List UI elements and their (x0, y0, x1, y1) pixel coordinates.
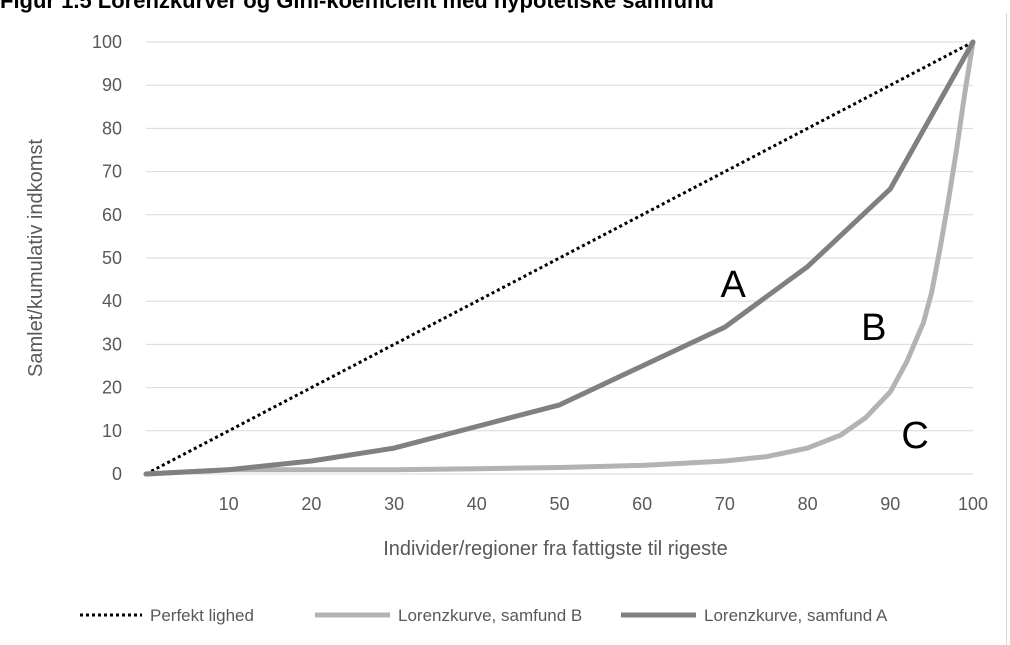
y-tick-label: 80 (102, 118, 122, 138)
y-tick-label: 40 (102, 291, 122, 311)
y-tick-label: 90 (102, 75, 122, 95)
annotation-a: A (720, 264, 746, 306)
legend-label-3: Lorenzkurve, samfund A (704, 606, 888, 625)
x-tick-label: 30 (384, 494, 404, 514)
annotation-c: C (901, 415, 928, 457)
x-tick-label: 10 (219, 494, 239, 514)
series-line-2 (143, 39, 976, 477)
y-tick-label: 10 (102, 421, 122, 441)
legend-label-1: Perfekt lighed (150, 606, 254, 625)
x-tick-label: 80 (798, 494, 818, 514)
y-tick-label: 50 (102, 248, 122, 268)
legend-label-2: Lorenzkurve, samfund B (398, 606, 582, 625)
y-tick-label: 20 (102, 378, 122, 398)
y-axis-title: Samlet/kumulativ indkomst (25, 139, 47, 377)
x-tick-label: 40 (467, 494, 487, 514)
chart-title: Figur 1.5 Lorenzkurver og Gini-koefficie… (0, 0, 714, 13)
y-tick-label: 100 (92, 32, 122, 52)
x-tick-label: 70 (715, 494, 735, 514)
x-axis-title: Individer/regioner fra fattigste til rig… (383, 538, 728, 560)
x-tick-label: 100 (958, 494, 988, 514)
chart-frame (0, 13, 1007, 645)
annotation-b: B (861, 307, 886, 349)
y-tick-label: 70 (102, 162, 122, 182)
x-tick-label: 60 (632, 494, 652, 514)
x-tick-label: 20 (301, 494, 321, 514)
y-tick-label: 30 (102, 334, 122, 354)
y-tick-label: 0 (112, 464, 122, 484)
x-tick-label: 90 (880, 494, 900, 514)
series-line-3 (143, 39, 976, 477)
y-tick-label: 60 (102, 205, 122, 225)
x-tick-label: 50 (549, 494, 569, 514)
